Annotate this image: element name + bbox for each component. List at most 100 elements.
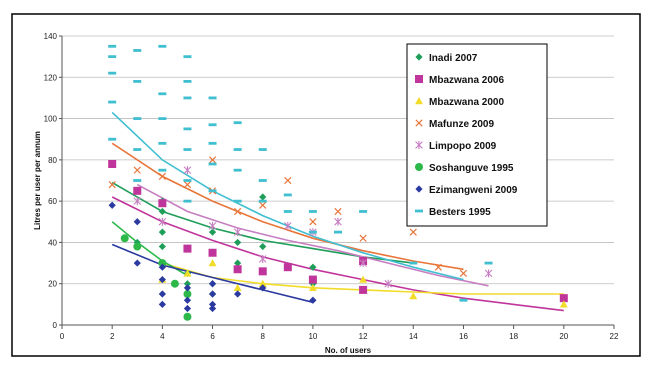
data-point-series-0 <box>158 228 166 236</box>
data-point-series-6 <box>158 290 166 298</box>
data-point-series-6 <box>309 296 317 304</box>
data-point-series-6 <box>208 290 217 298</box>
data-point-series-7 <box>183 199 192 203</box>
y-tick-label: 80 <box>48 156 57 165</box>
legend-entry: Mbazwana 2006 <box>429 75 504 86</box>
data-point-series-1 <box>133 186 142 195</box>
data-point-series-2 <box>258 279 267 287</box>
data-point-series-1 <box>233 265 242 274</box>
data-point-series-2 <box>183 269 192 277</box>
data-point-series-7 <box>208 96 217 100</box>
data-point-series-7 <box>283 193 292 197</box>
legend-entry: Mbazwana 2000 <box>429 97 504 108</box>
y-tick-label: 120 <box>44 73 58 82</box>
data-point-series-4 <box>384 279 392 288</box>
data-point-series-7 <box>158 44 167 48</box>
marker-layer <box>108 44 568 321</box>
data-point-series-6 <box>208 300 217 308</box>
data-point-series-1 <box>283 263 292 272</box>
data-point-series-7 <box>208 141 217 145</box>
data-point-series-6 <box>183 304 192 313</box>
chart-border <box>11 13 641 357</box>
data-point-series-3 <box>459 269 468 278</box>
data-point-series-6 <box>133 218 141 226</box>
data-point-series-3 <box>284 176 292 185</box>
data-point-series-7 <box>108 71 117 75</box>
data-point-series-7 <box>158 141 167 145</box>
data-point-series-6 <box>158 263 166 271</box>
legend-marker <box>415 209 423 213</box>
y-tick-label: 0 <box>53 321 58 330</box>
data-point-series-7 <box>459 298 468 302</box>
data-point-series-7 <box>183 96 192 100</box>
data-point-series-3 <box>409 228 417 236</box>
data-point-series-1 <box>208 248 217 257</box>
data-point-series-3 <box>334 207 342 216</box>
data-point-series-7 <box>283 210 292 213</box>
legend-entry: Ezimangweni 2009 <box>429 185 518 196</box>
x-tick-label: 2 <box>110 332 115 341</box>
data-point-series-7 <box>183 80 192 83</box>
data-point-series-7 <box>484 261 493 265</box>
legend-marker <box>415 53 423 61</box>
x-tick-label: 16 <box>459 332 468 341</box>
x-tick-label: 6 <box>210 332 215 341</box>
data-point-series-6 <box>158 300 166 308</box>
legend-marker <box>415 185 423 193</box>
data-point-series-0 <box>158 242 166 251</box>
data-point-series-3 <box>208 156 217 164</box>
data-point-series-1 <box>258 267 267 276</box>
data-point-series-7 <box>258 199 267 203</box>
data-point-series-7 <box>133 80 142 83</box>
data-point-series-4 <box>183 166 192 175</box>
data-point-series-7 <box>233 199 242 203</box>
data-point-series-7 <box>233 168 242 172</box>
data-point-series-5 <box>120 234 129 243</box>
legend-entry: Inadi 2007 <box>429 53 478 64</box>
y-axis-title: Litres per user per annum <box>33 131 42 230</box>
data-point-series-0 <box>309 263 317 271</box>
legend-marker <box>415 97 423 105</box>
data-point-series-3 <box>359 234 367 242</box>
data-point-series-2 <box>409 292 418 300</box>
x-axis-title: No. of users <box>325 346 372 355</box>
data-point-series-7 <box>108 55 117 59</box>
data-point-series-1 <box>183 244 192 253</box>
data-point-series-2 <box>359 275 368 283</box>
data-point-series-7 <box>108 44 117 48</box>
data-point-series-7 <box>409 261 418 265</box>
data-point-series-6 <box>158 275 166 284</box>
data-point-series-6 <box>259 284 267 292</box>
data-point-series-7 <box>158 92 167 96</box>
data-point-series-6 <box>234 290 242 298</box>
data-point-series-5 <box>170 279 179 288</box>
data-point-series-7 <box>308 210 317 213</box>
data-point-series-6 <box>108 201 116 209</box>
x-tick-label: 18 <box>509 332 518 341</box>
data-point-series-4 <box>484 269 493 278</box>
data-point-series-7 <box>208 123 217 127</box>
data-point-series-7 <box>108 100 117 104</box>
data-point-series-7 <box>258 148 267 151</box>
data-point-series-0 <box>234 238 242 247</box>
data-point-series-7 <box>133 117 142 120</box>
data-point-series-3 <box>183 181 192 189</box>
legend-box <box>406 43 548 227</box>
data-point-series-7 <box>133 148 142 151</box>
x-tick-label: 20 <box>559 332 568 341</box>
data-point-series-6 <box>208 304 217 313</box>
data-point-series-2 <box>308 283 317 292</box>
data-point-series-7 <box>183 148 192 151</box>
data-point-series-7 <box>158 168 167 172</box>
trendline-series-6 <box>111 243 314 304</box>
data-point-series-1 <box>108 159 117 168</box>
data-point-series-0 <box>158 207 166 216</box>
data-point-series-3 <box>133 166 141 174</box>
y-tick-label: 100 <box>44 115 58 124</box>
x-tick-label: 22 <box>610 332 619 341</box>
data-point-series-6 <box>183 296 192 304</box>
data-point-series-0 <box>234 259 242 267</box>
